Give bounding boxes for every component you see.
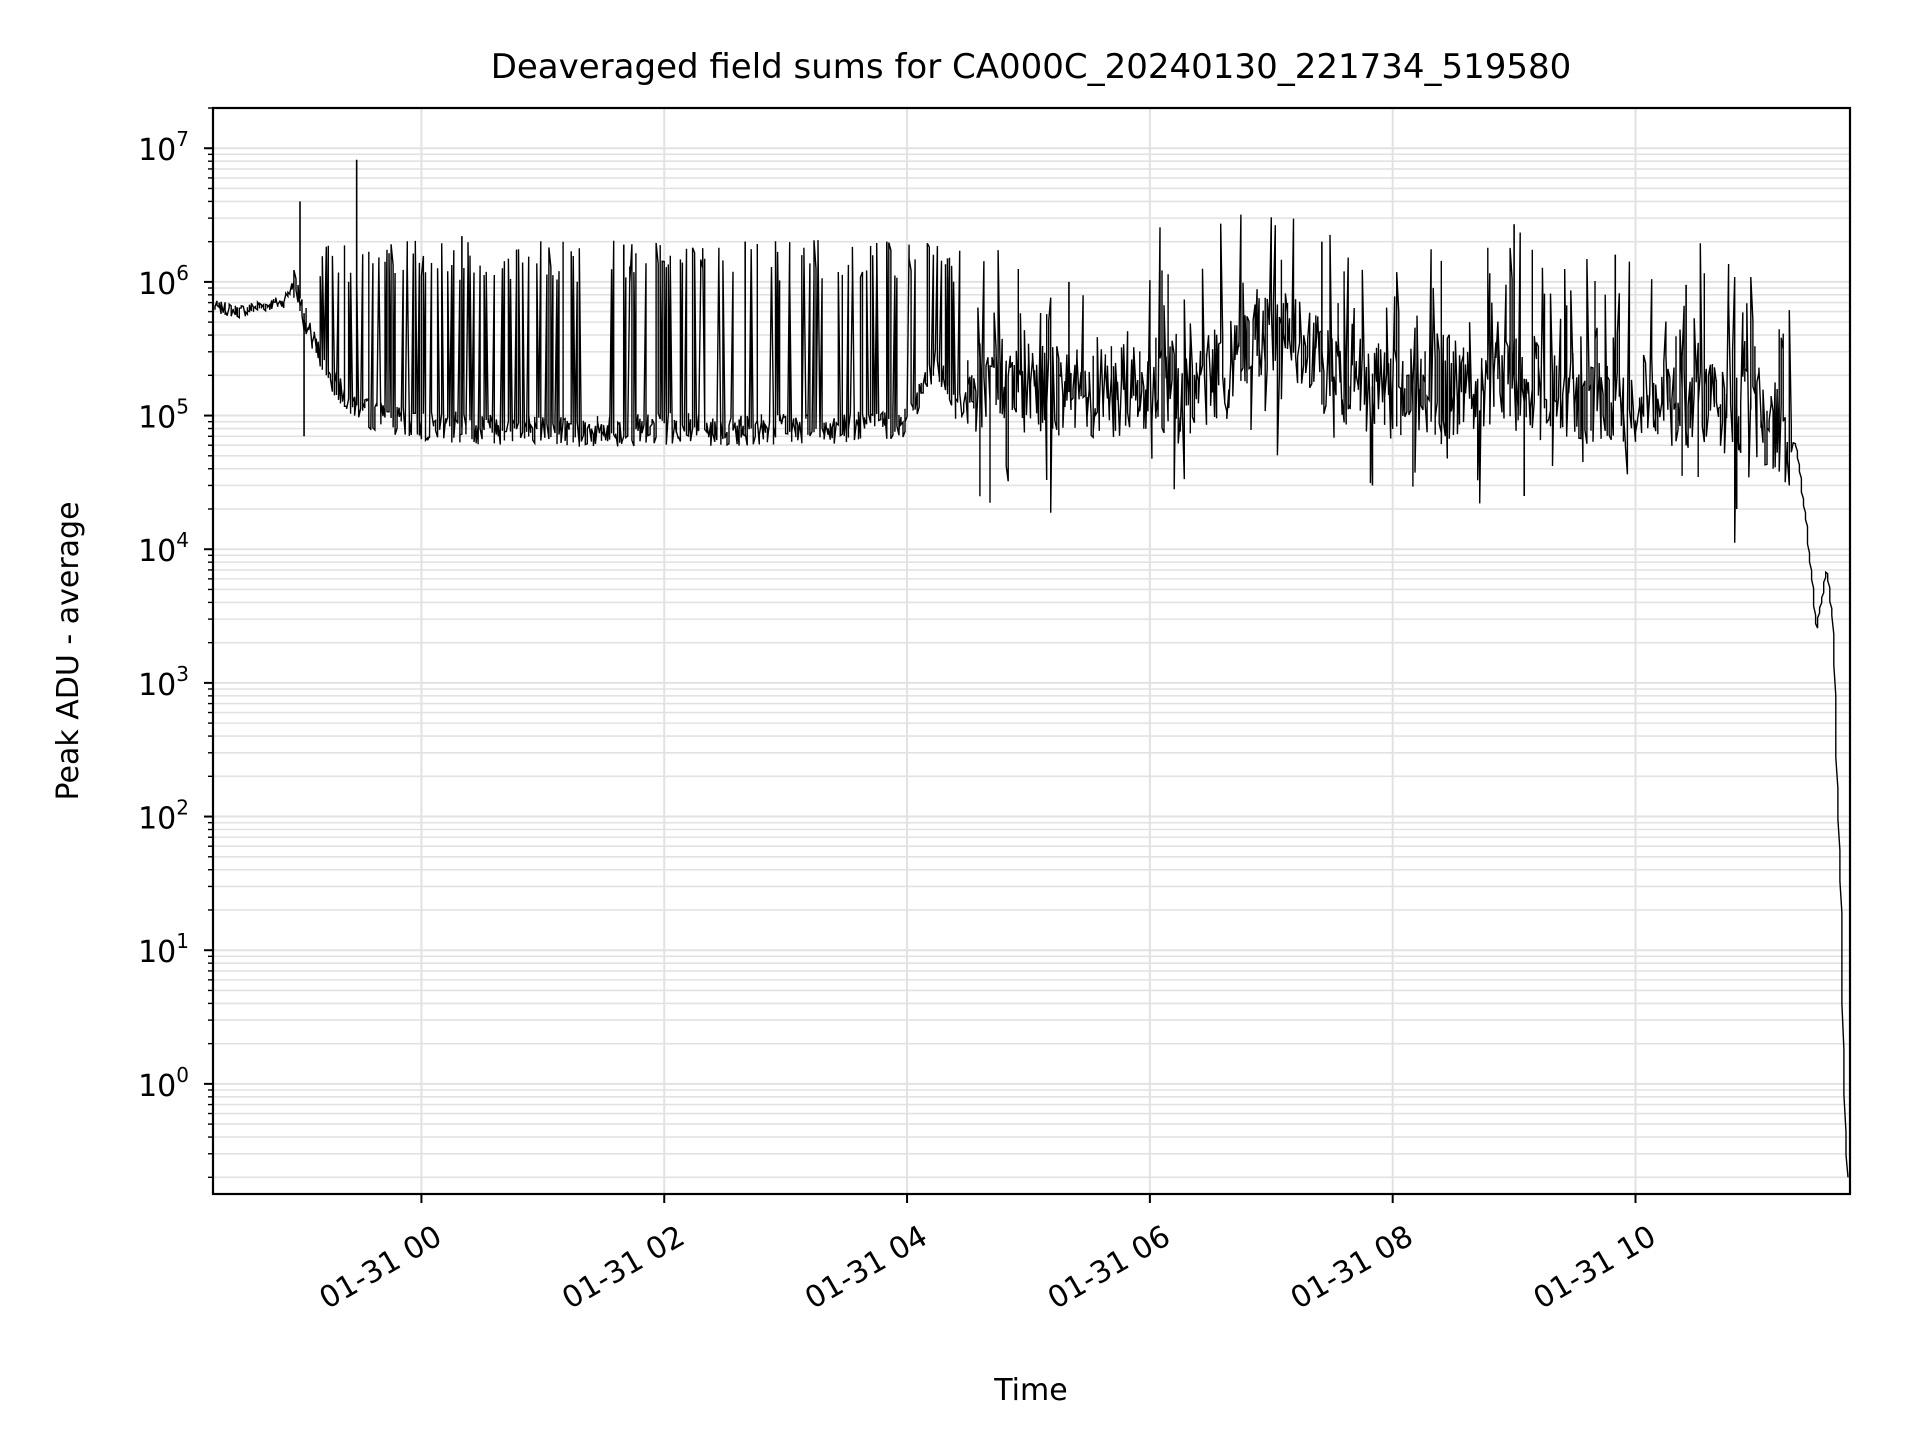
y-axis-label: Peak ADU - average bbox=[51, 501, 86, 800]
y-tick-label: 103 bbox=[138, 662, 189, 703]
y-axis: 100 101 102 103 104 105 106 107 bbox=[138, 107, 213, 1179]
chart-title: Deaveraged field sums for CA000C_2024013… bbox=[491, 47, 1572, 87]
y-tick-label: 106 bbox=[138, 261, 189, 302]
series-line bbox=[214, 214, 1849, 1178]
series-layer bbox=[214, 159, 1849, 1178]
y-tick-label: 100 bbox=[138, 1063, 189, 1104]
y-tick-label: 107 bbox=[138, 127, 189, 168]
y-tick-label: 104 bbox=[138, 528, 189, 569]
y-tick-label: 105 bbox=[138, 395, 189, 436]
y-tick-label: 102 bbox=[138, 796, 189, 837]
x-axis-label: Time bbox=[993, 1373, 1067, 1408]
y-tick-label: 101 bbox=[138, 929, 189, 970]
plot-frame bbox=[211, 106, 1852, 1196]
